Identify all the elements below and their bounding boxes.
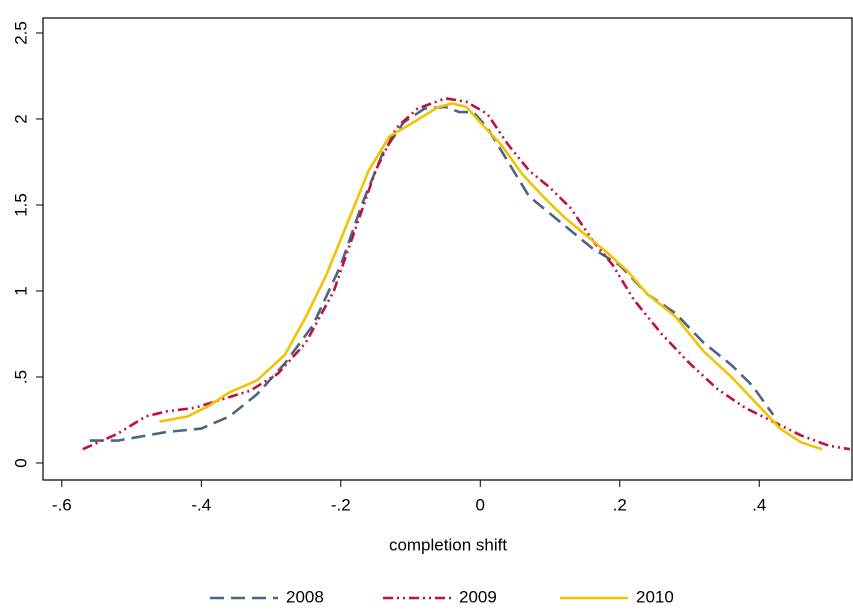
- plot-frame: [42, 17, 853, 481]
- series-line: [159, 102, 823, 451]
- y-tick-label: .5: [11, 370, 30, 384]
- x-tick-label: .2: [613, 495, 627, 514]
- x-tick-label: 0: [476, 495, 485, 514]
- x-tick-label: -.2: [331, 495, 351, 514]
- y-tick-label: 1.5: [11, 193, 30, 217]
- legend-label: 2008: [286, 587, 324, 606]
- x-tick-label: -.6: [52, 495, 72, 514]
- y-tick-label: 2: [11, 114, 30, 123]
- legend-label: 2009: [459, 587, 497, 606]
- y-tick-label: 1: [11, 286, 30, 295]
- y-tick-label: 0: [11, 458, 30, 467]
- x-tick-label: .4: [752, 495, 766, 514]
- series-line: [89, 105, 775, 442]
- x-axis-title: completion shift: [389, 535, 507, 554]
- x-tick-label: -.4: [191, 495, 211, 514]
- y-tick-label: 2.5: [11, 21, 30, 45]
- series-line: [82, 96, 851, 451]
- legend-label: 2010: [636, 587, 674, 606]
